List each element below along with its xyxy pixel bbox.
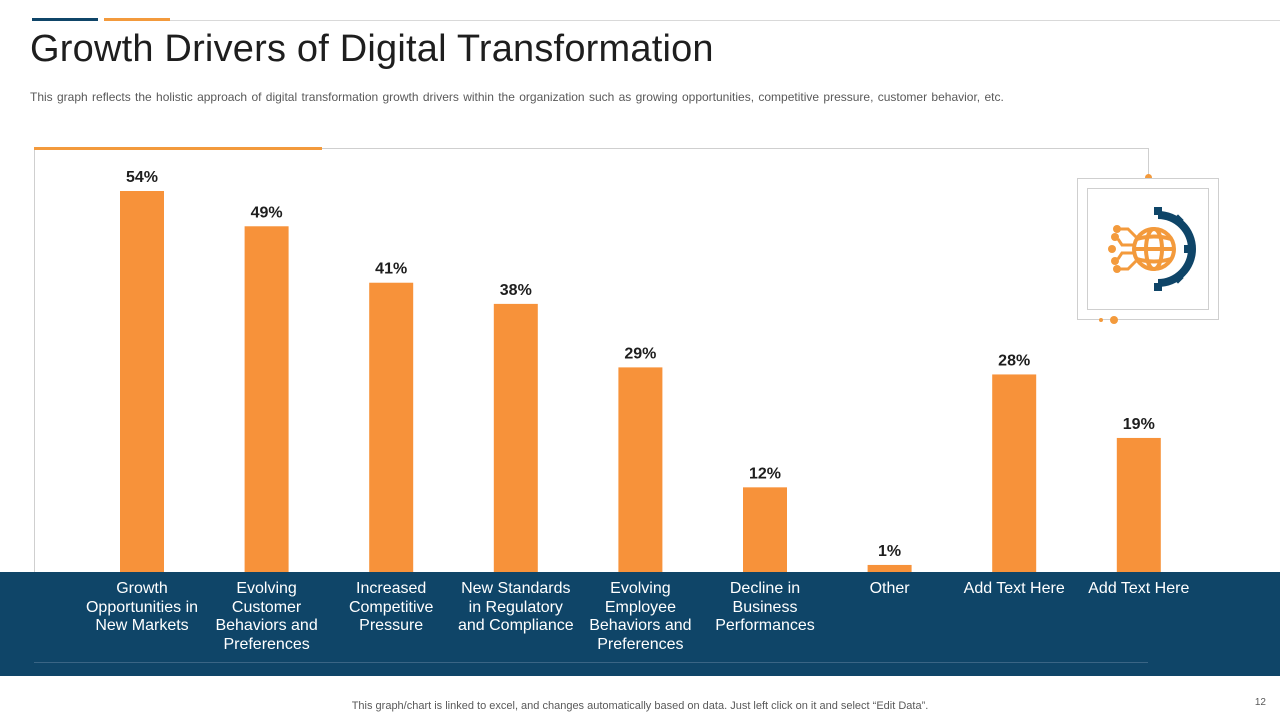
footer-note: This graph/chart is linked to excel, and… xyxy=(351,700,929,712)
category-label-3: Increased Competitive Pressure xyxy=(348,580,434,634)
page-subtitle: This graph reflects the holistic approac… xyxy=(30,90,1004,104)
bar-8[interactable] xyxy=(992,374,1037,572)
top-rule xyxy=(170,20,1280,21)
category-band xyxy=(0,572,1280,676)
data-label-5: 29% xyxy=(624,345,656,362)
category-label-5: Evolving Employee Behaviors and Preferences xyxy=(589,580,692,653)
chart-frame xyxy=(34,148,1148,662)
category-label-9: Add Text Here xyxy=(1088,580,1190,597)
icon-inner-frame xyxy=(1087,188,1209,310)
chart-frame-connector xyxy=(1148,148,1149,176)
icon-connector-dots xyxy=(1099,316,1118,324)
data-label-7: 1% xyxy=(878,543,901,560)
category-labels: Growth Opportunities in New Markets Evolvin… xyxy=(0,580,1280,670)
bar-2[interactable] xyxy=(244,226,289,572)
data-label-3: 41% xyxy=(375,261,407,278)
data-label-9: 19% xyxy=(1123,416,1155,433)
chart-frame-dot xyxy=(1145,174,1152,181)
category-label-7: Other xyxy=(869,580,910,597)
bar-4[interactable] xyxy=(493,303,538,572)
category-label-2: Evolving Customer Behaviors and Preferences xyxy=(215,580,318,653)
title-accent-dark xyxy=(32,18,98,21)
bar-5[interactable] xyxy=(618,367,663,572)
globe-gear-icon xyxy=(1108,207,1196,291)
category-label-1: Growth Opportunities in New Markets xyxy=(85,580,199,634)
bar-7[interactable] xyxy=(867,564,912,572)
title-accent-orange xyxy=(104,18,170,21)
category-label-8: Add Text Here xyxy=(963,580,1065,597)
bar-3[interactable] xyxy=(369,282,414,572)
category-label-6: Decline in Business Performances xyxy=(715,580,815,634)
data-label-1: 54% xyxy=(126,169,158,186)
page-title: Growth Drivers of Digital Transformation xyxy=(30,28,714,70)
bar-1[interactable] xyxy=(120,191,164,572)
chart-frame-accent xyxy=(34,147,322,150)
data-label-4: 38% xyxy=(500,282,532,299)
category-label-4: New Standards in Regulatory and Compliance xyxy=(457,580,574,634)
category-band-line xyxy=(34,662,1148,663)
page-number: 12 xyxy=(1254,697,1266,708)
data-label-2: 49% xyxy=(251,204,283,221)
data-label-8: 28% xyxy=(998,352,1030,369)
bar-6[interactable] xyxy=(743,487,787,572)
bar-9[interactable] xyxy=(1116,437,1161,572)
data-label-6: 12% xyxy=(749,465,781,482)
